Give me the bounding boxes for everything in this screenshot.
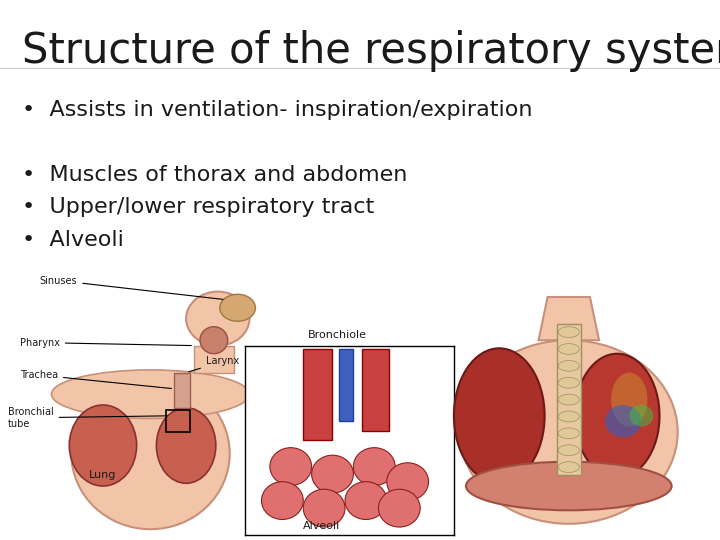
Circle shape <box>261 482 303 519</box>
Circle shape <box>629 405 654 427</box>
Text: Bronchiole: Bronchiole <box>307 330 366 340</box>
Ellipse shape <box>575 354 660 478</box>
Ellipse shape <box>52 370 250 418</box>
Ellipse shape <box>156 408 216 483</box>
Circle shape <box>387 463 428 501</box>
Circle shape <box>312 455 354 493</box>
Ellipse shape <box>558 428 580 438</box>
Text: Sinuses: Sinuses <box>40 275 223 299</box>
Text: Pharynx: Pharynx <box>20 338 192 348</box>
Ellipse shape <box>558 445 580 456</box>
Text: Alveoli: Alveoli <box>303 521 341 531</box>
Ellipse shape <box>220 294 256 321</box>
Text: Trachea: Trachea <box>20 370 171 388</box>
Text: •  Upper/lower respiratory tract: • Upper/lower respiratory tract <box>22 197 374 217</box>
Ellipse shape <box>558 411 580 422</box>
Circle shape <box>605 405 642 437</box>
Text: Structure of the respiratory system: Structure of the respiratory system <box>22 30 720 72</box>
Circle shape <box>345 482 387 519</box>
Circle shape <box>354 448 395 485</box>
Ellipse shape <box>454 348 544 483</box>
Ellipse shape <box>611 373 647 427</box>
Text: •  Muscles of thorax and abdomen: • Muscles of thorax and abdomen <box>22 165 407 185</box>
Ellipse shape <box>186 292 250 346</box>
Text: Lung: Lung <box>89 470 117 480</box>
Ellipse shape <box>558 343 580 354</box>
Polygon shape <box>539 297 599 340</box>
Circle shape <box>303 489 345 527</box>
Circle shape <box>379 489 420 527</box>
Polygon shape <box>361 349 389 431</box>
Ellipse shape <box>558 377 580 388</box>
Polygon shape <box>174 373 190 408</box>
Ellipse shape <box>200 327 228 354</box>
Polygon shape <box>339 349 354 421</box>
Polygon shape <box>194 346 233 373</box>
Text: Bronchial
tube: Bronchial tube <box>8 407 168 429</box>
Text: Larynx: Larynx <box>189 356 239 372</box>
Text: •  Alveoli: • Alveoli <box>22 230 123 249</box>
Ellipse shape <box>558 361 580 372</box>
Text: •  Assists in ventilation- inspiration/expiration: • Assists in ventilation- inspiration/ex… <box>22 100 532 120</box>
Ellipse shape <box>558 462 580 472</box>
Polygon shape <box>303 349 333 440</box>
Ellipse shape <box>460 340 678 524</box>
Ellipse shape <box>69 405 137 486</box>
Ellipse shape <box>71 378 230 529</box>
Ellipse shape <box>558 394 580 405</box>
Ellipse shape <box>466 462 672 510</box>
Circle shape <box>270 448 312 485</box>
Ellipse shape <box>558 327 580 338</box>
Polygon shape <box>557 324 581 475</box>
